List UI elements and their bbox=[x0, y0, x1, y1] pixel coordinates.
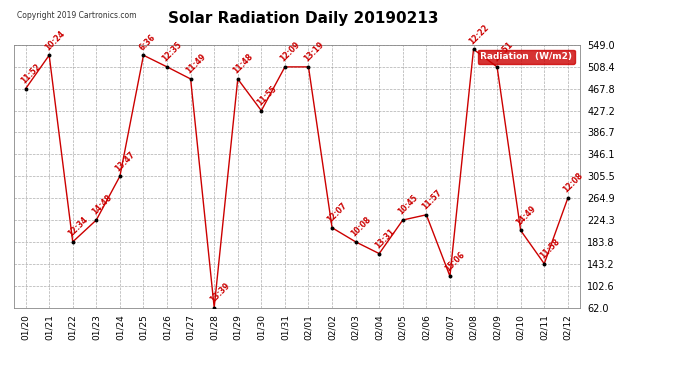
Point bbox=[256, 108, 267, 114]
Text: 12:35: 12:35 bbox=[161, 40, 184, 64]
Point bbox=[185, 76, 196, 82]
Text: 10:45: 10:45 bbox=[397, 194, 420, 217]
Text: 11:55: 11:55 bbox=[255, 84, 278, 107]
Point bbox=[115, 173, 126, 179]
Text: 12:08: 12:08 bbox=[562, 171, 585, 195]
Text: 11:51: 11:51 bbox=[491, 40, 514, 64]
Point bbox=[539, 261, 550, 267]
Point bbox=[303, 64, 314, 70]
Text: 12:22: 12:22 bbox=[467, 22, 491, 46]
Text: 12:09: 12:09 bbox=[279, 40, 302, 64]
Text: 11:48: 11:48 bbox=[231, 52, 255, 76]
Point bbox=[279, 64, 290, 70]
Point bbox=[397, 217, 408, 223]
Point bbox=[161, 64, 172, 70]
Point bbox=[138, 52, 149, 58]
Point bbox=[43, 52, 55, 58]
Point bbox=[326, 225, 337, 231]
Point bbox=[20, 86, 31, 92]
Text: 13:47: 13:47 bbox=[114, 150, 137, 173]
Text: 14:49: 14:49 bbox=[514, 204, 538, 227]
Point bbox=[421, 212, 432, 218]
Legend: Radiation  (W/m2): Radiation (W/m2) bbox=[477, 50, 575, 64]
Point bbox=[468, 46, 479, 52]
Text: 13:39: 13:39 bbox=[208, 281, 231, 304]
Text: 12:07: 12:07 bbox=[326, 201, 349, 225]
Text: 11:49: 11:49 bbox=[184, 52, 208, 76]
Text: 11:52: 11:52 bbox=[19, 62, 43, 86]
Point bbox=[444, 273, 455, 279]
Point bbox=[91, 217, 102, 223]
Text: 14:48: 14:48 bbox=[90, 193, 113, 217]
Point bbox=[515, 227, 526, 233]
Text: 15:06: 15:06 bbox=[444, 250, 467, 273]
Point bbox=[491, 64, 502, 70]
Text: 11:58: 11:58 bbox=[538, 237, 561, 261]
Point bbox=[208, 304, 219, 310]
Text: 13:19: 13:19 bbox=[302, 40, 326, 64]
Text: 11:57: 11:57 bbox=[420, 188, 444, 211]
Text: 6:36: 6:36 bbox=[137, 32, 157, 52]
Point bbox=[350, 239, 361, 245]
Text: 10:08: 10:08 bbox=[349, 215, 373, 238]
Point bbox=[67, 239, 78, 245]
Point bbox=[562, 195, 573, 201]
Text: 12:34: 12:34 bbox=[66, 215, 90, 238]
Point bbox=[374, 251, 385, 257]
Text: 13:31: 13:31 bbox=[373, 227, 396, 251]
Point bbox=[233, 76, 244, 82]
Text: Solar Radiation Daily 20190213: Solar Radiation Daily 20190213 bbox=[168, 11, 439, 26]
Text: Copyright 2019 Cartronics.com: Copyright 2019 Cartronics.com bbox=[17, 11, 137, 20]
Text: 10:24: 10:24 bbox=[43, 28, 66, 52]
